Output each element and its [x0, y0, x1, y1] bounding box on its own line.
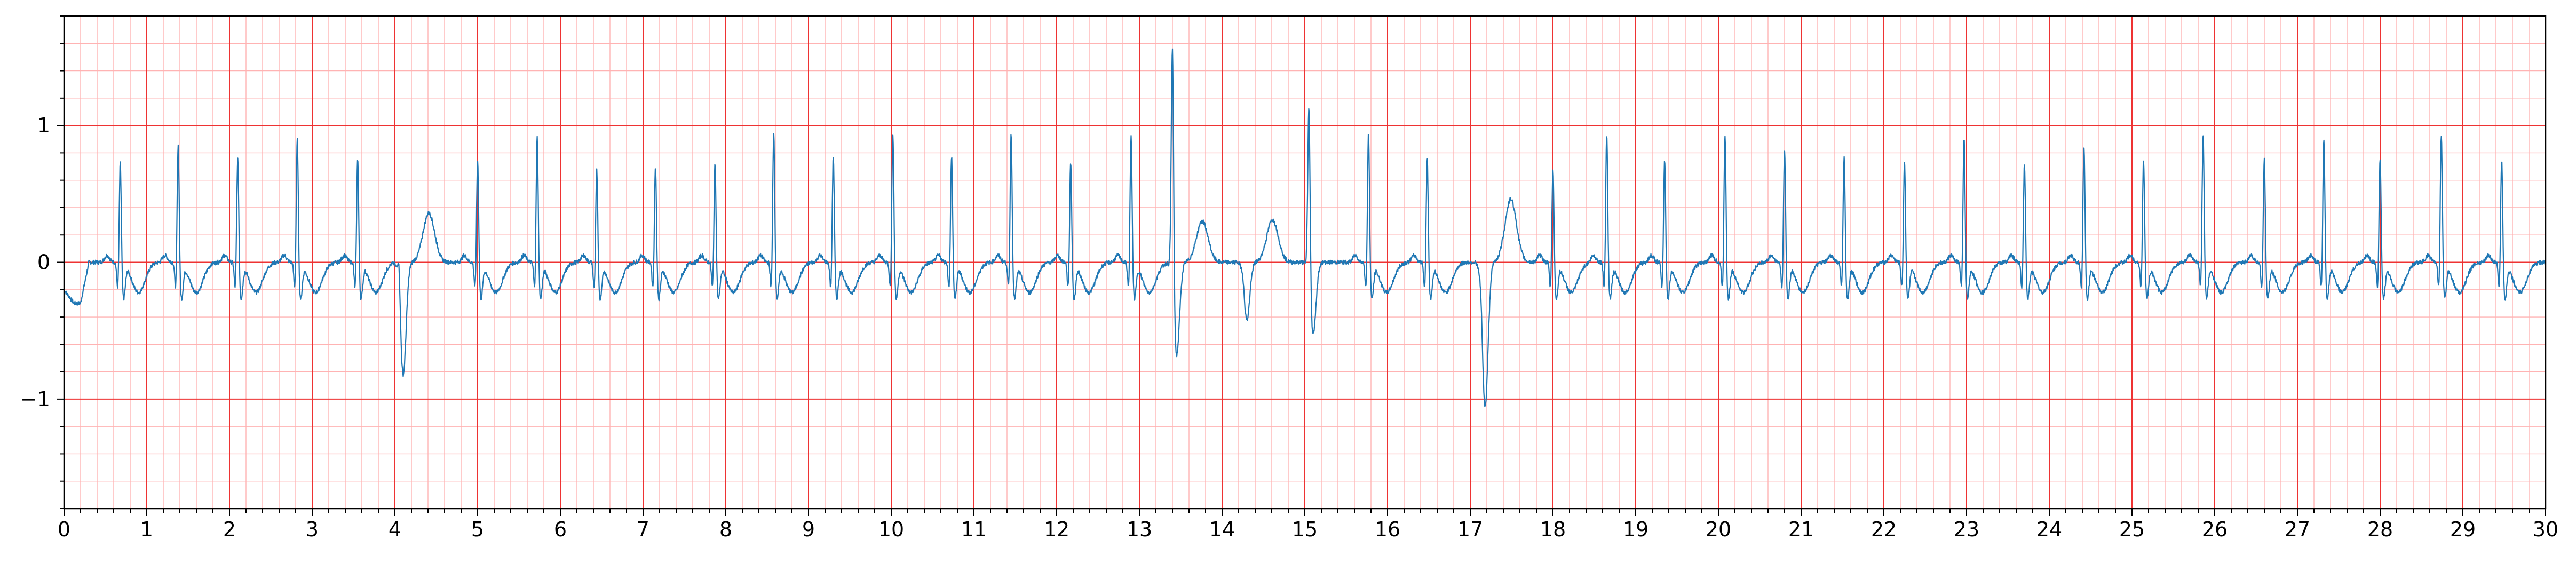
ecg-trace-line: [64, 48, 2546, 407]
x-tick-label: 2: [223, 518, 236, 541]
x-tick-label: 12: [1044, 518, 1069, 541]
x-tick-label: 8: [719, 518, 732, 541]
x-tick-label: 24: [2036, 518, 2062, 541]
y-axis-tick-labels: −1 0 1: [20, 114, 50, 411]
x-tick-label: 6: [554, 518, 567, 541]
x-tick-label: 30: [2533, 518, 2558, 541]
x-tick-label: 21: [1788, 518, 1814, 541]
x-tick-label: 0: [58, 518, 70, 541]
x-tick-label: 19: [1623, 518, 1648, 541]
x-tick-label: 14: [1209, 518, 1235, 541]
x-tick-label: 23: [1954, 518, 1979, 541]
x-tick-label: 25: [2119, 518, 2145, 541]
x-tick-label: 16: [1375, 518, 1400, 541]
y-tick-label: 1: [37, 114, 50, 137]
y-tick-label: −1: [20, 387, 50, 411]
x-tick-label: 20: [1706, 518, 1731, 541]
x-tick-label: 27: [2285, 518, 2310, 541]
x-tick-label: 3: [306, 518, 319, 541]
x-tick-label: 11: [961, 518, 987, 541]
x-tick-label: 1: [140, 518, 153, 541]
x-tick-label: 26: [2202, 518, 2228, 541]
x-tick-label: 7: [637, 518, 649, 541]
x-tick-label: 5: [471, 518, 484, 541]
x-tick-label: 15: [1292, 518, 1318, 541]
x-axis-ticks: [64, 509, 2546, 516]
x-tick-label: 28: [2367, 518, 2393, 541]
x-axis-tick-labels: 0 1 2 3 4 5 6 7 8 9 10 11 12 13 14 15 16 17 18 19 20 21 22 23 24…: [58, 518, 2558, 541]
x-tick-label: 17: [1457, 518, 1483, 541]
x-tick-label: 22: [1871, 518, 1897, 541]
x-tick-label: 18: [1540, 518, 1566, 541]
y-axis-ticks: [57, 15, 64, 509]
y-tick-label: 0: [37, 251, 50, 274]
x-tick-label: 4: [389, 518, 401, 541]
x-tick-label: 9: [802, 518, 815, 541]
x-tick-label: 13: [1127, 518, 1152, 541]
x-tick-label: 29: [2450, 518, 2476, 541]
x-tick-label: 10: [878, 518, 904, 541]
